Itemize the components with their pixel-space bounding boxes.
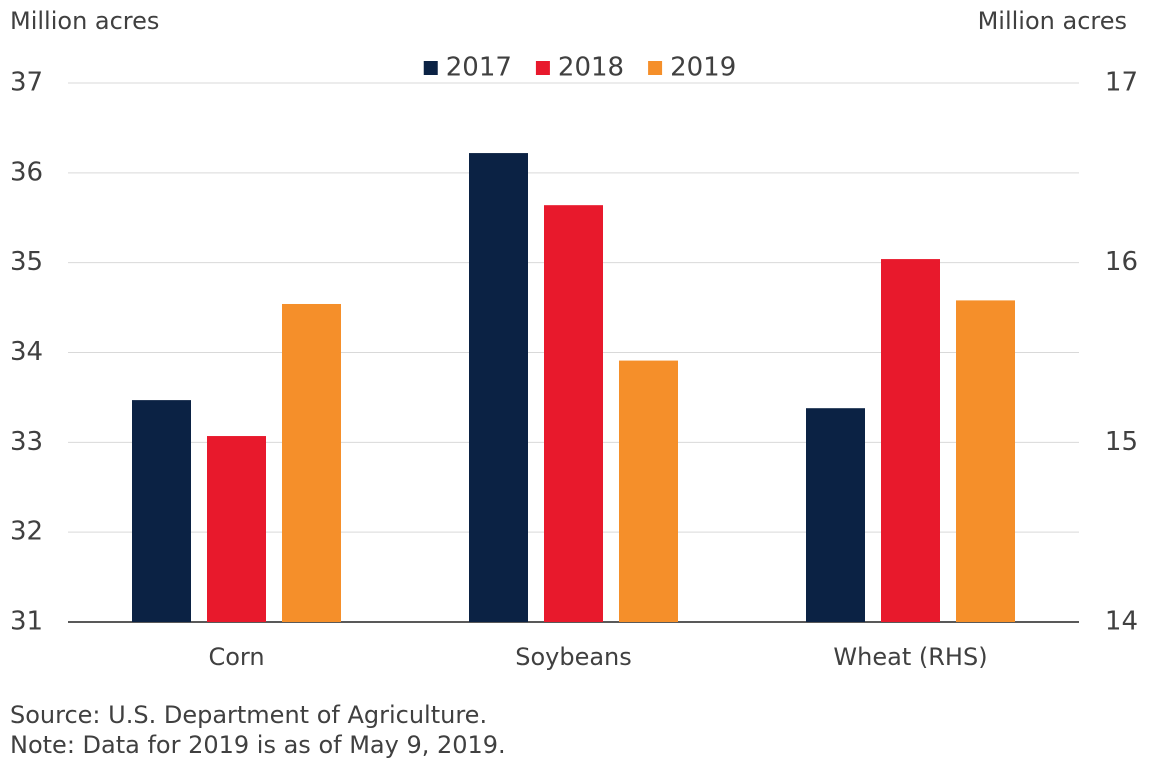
y-tick-label: 34 (10, 337, 43, 367)
x-tick-label: Soybeans (515, 643, 632, 671)
y-tick-label: 35 (10, 247, 43, 277)
bar (282, 303, 341, 622)
bar (881, 259, 940, 622)
y-tick-label: 33 (10, 427, 43, 457)
y2-axis-label: Million acres (978, 7, 1127, 35)
legend-label: 2019 (670, 53, 736, 83)
legend-swatch (535, 61, 550, 75)
y-tick-label: 36 (10, 157, 43, 187)
legend-swatch (423, 61, 438, 75)
legend-label: 2017 (446, 53, 512, 83)
x-tick-label: Wheat (RHS) (833, 643, 987, 671)
bar (544, 205, 603, 622)
bar (132, 400, 191, 622)
bar (806, 408, 865, 622)
legend-swatch (648, 61, 663, 75)
y2-tick-label: 15 (1105, 427, 1138, 457)
bar (619, 360, 678, 622)
y-tick-label: 32 (10, 517, 43, 547)
y-axis-label: Million acres (10, 7, 159, 35)
x-tick-label: Corn (208, 643, 264, 671)
source: Source: U.S. Department of Agriculture. (10, 701, 487, 729)
y2-tick-label: 14 (1105, 607, 1138, 637)
y-tick-label: 37 (10, 68, 43, 98)
legend-label: 2018 (558, 53, 624, 83)
y2-tick-label: 16 (1105, 247, 1138, 277)
bar (207, 436, 266, 622)
y-tick-label: 31 (10, 607, 43, 637)
bar (956, 300, 1015, 622)
y2-tick-label: 17 (1105, 68, 1138, 98)
note: Note: Data for 2019 is as of May 9, 2019… (10, 731, 506, 759)
bar (469, 153, 528, 622)
